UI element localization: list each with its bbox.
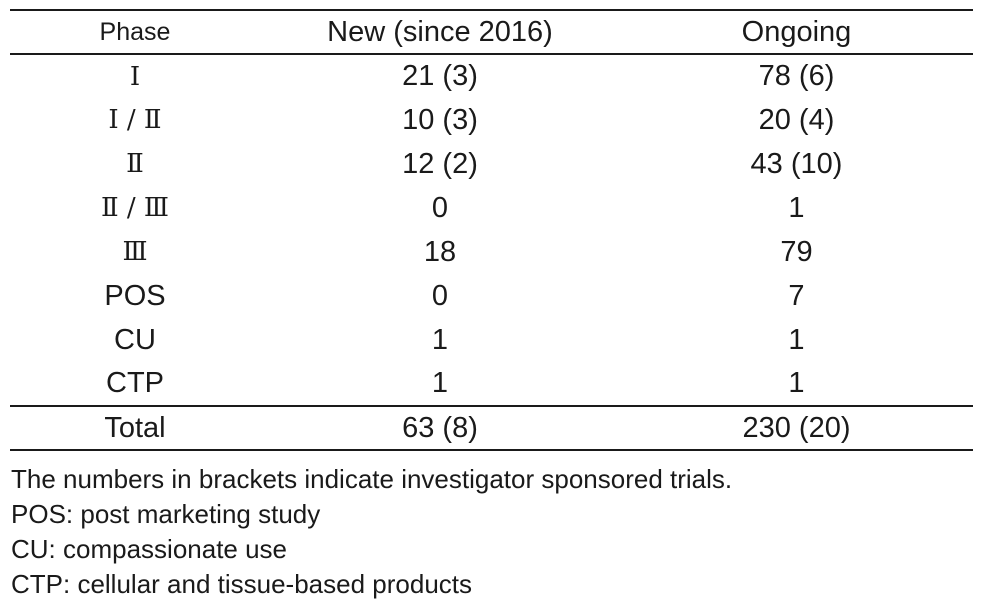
phase-cell: Ⅰ / Ⅱ — [108, 105, 162, 135]
ongoing-cell: 1 — [788, 367, 805, 399]
ongoing-cell: 43 (10) — [750, 147, 843, 180]
phase-cell: Ⅱ / Ⅲ — [100, 193, 170, 223]
header-ongoing: Ongoing — [620, 9, 973, 55]
header-phase: Phase — [10, 9, 260, 55]
total-new: 63 (8) — [260, 405, 620, 451]
note-brackets: The numbers in brackets indicate investi… — [11, 464, 733, 494]
new-cell: 1 — [431, 323, 449, 356]
table-row: CTP 1 1 — [10, 362, 973, 406]
new-cell: 21 (3) — [402, 60, 478, 92]
new-cell: 10 (3) — [402, 103, 478, 136]
table-row: Ⅱ / Ⅲ 0 1 — [10, 186, 973, 230]
phase-cell: CU — [114, 323, 156, 356]
total-label: Total — [10, 405, 260, 451]
table-header-row: Phase New (since 2016) Ongoing — [10, 9, 973, 55]
note-cu: CU: compassionate use — [11, 534, 288, 564]
new-cell: 0 — [431, 279, 449, 312]
total-ongoing: 230 (20) — [620, 405, 973, 451]
trials-table: Phase New (since 2016) Ongoing Ⅰ 21 (3) … — [10, 9, 973, 451]
new-cell: 12 (2) — [402, 147, 478, 180]
new-cell: 1 — [431, 367, 449, 399]
table-row: Ⅰ 21 (3) 78 (6) — [10, 54, 973, 98]
ongoing-cell: 78 (6) — [758, 60, 835, 92]
trials-table-container: Phase New (since 2016) Ongoing Ⅰ 21 (3) … — [10, 9, 973, 451]
table-row: Ⅱ 12 (2) 43 (10) — [10, 142, 973, 186]
new-cell: 18 — [423, 235, 457, 268]
header-new: New (since 2016) — [260, 9, 620, 55]
ongoing-cell: 79 — [780, 235, 813, 268]
phase-cell: Ⅲ — [122, 237, 148, 267]
total-row: Total 63 (8) 230 (20) — [10, 405, 973, 451]
phase-cell: Ⅰ — [129, 61, 141, 92]
ongoing-cell: 20 (4) — [758, 103, 835, 136]
new-cell: 0 — [431, 191, 449, 224]
phase-cell: CTP — [106, 367, 164, 399]
table-row: Ⅲ 18 79 — [10, 230, 973, 274]
note-ctp: CTP: cellular and tissue-based products — [11, 569, 473, 599]
table-notes: The numbers in brackets indicate investi… — [11, 462, 732, 602]
table-row: Ⅰ / Ⅱ 10 (3) 20 (4) — [10, 98, 973, 142]
phase-cell: POS — [104, 279, 166, 312]
phase-cell: Ⅱ — [126, 149, 144, 179]
ongoing-cell: 1 — [788, 191, 805, 224]
ongoing-cell: 7 — [788, 279, 805, 312]
note-pos: POS: post marketing study — [11, 499, 321, 529]
table-row: CU 1 1 — [10, 318, 973, 362]
table-row: POS 0 7 — [10, 274, 973, 318]
ongoing-cell: 1 — [788, 323, 805, 356]
